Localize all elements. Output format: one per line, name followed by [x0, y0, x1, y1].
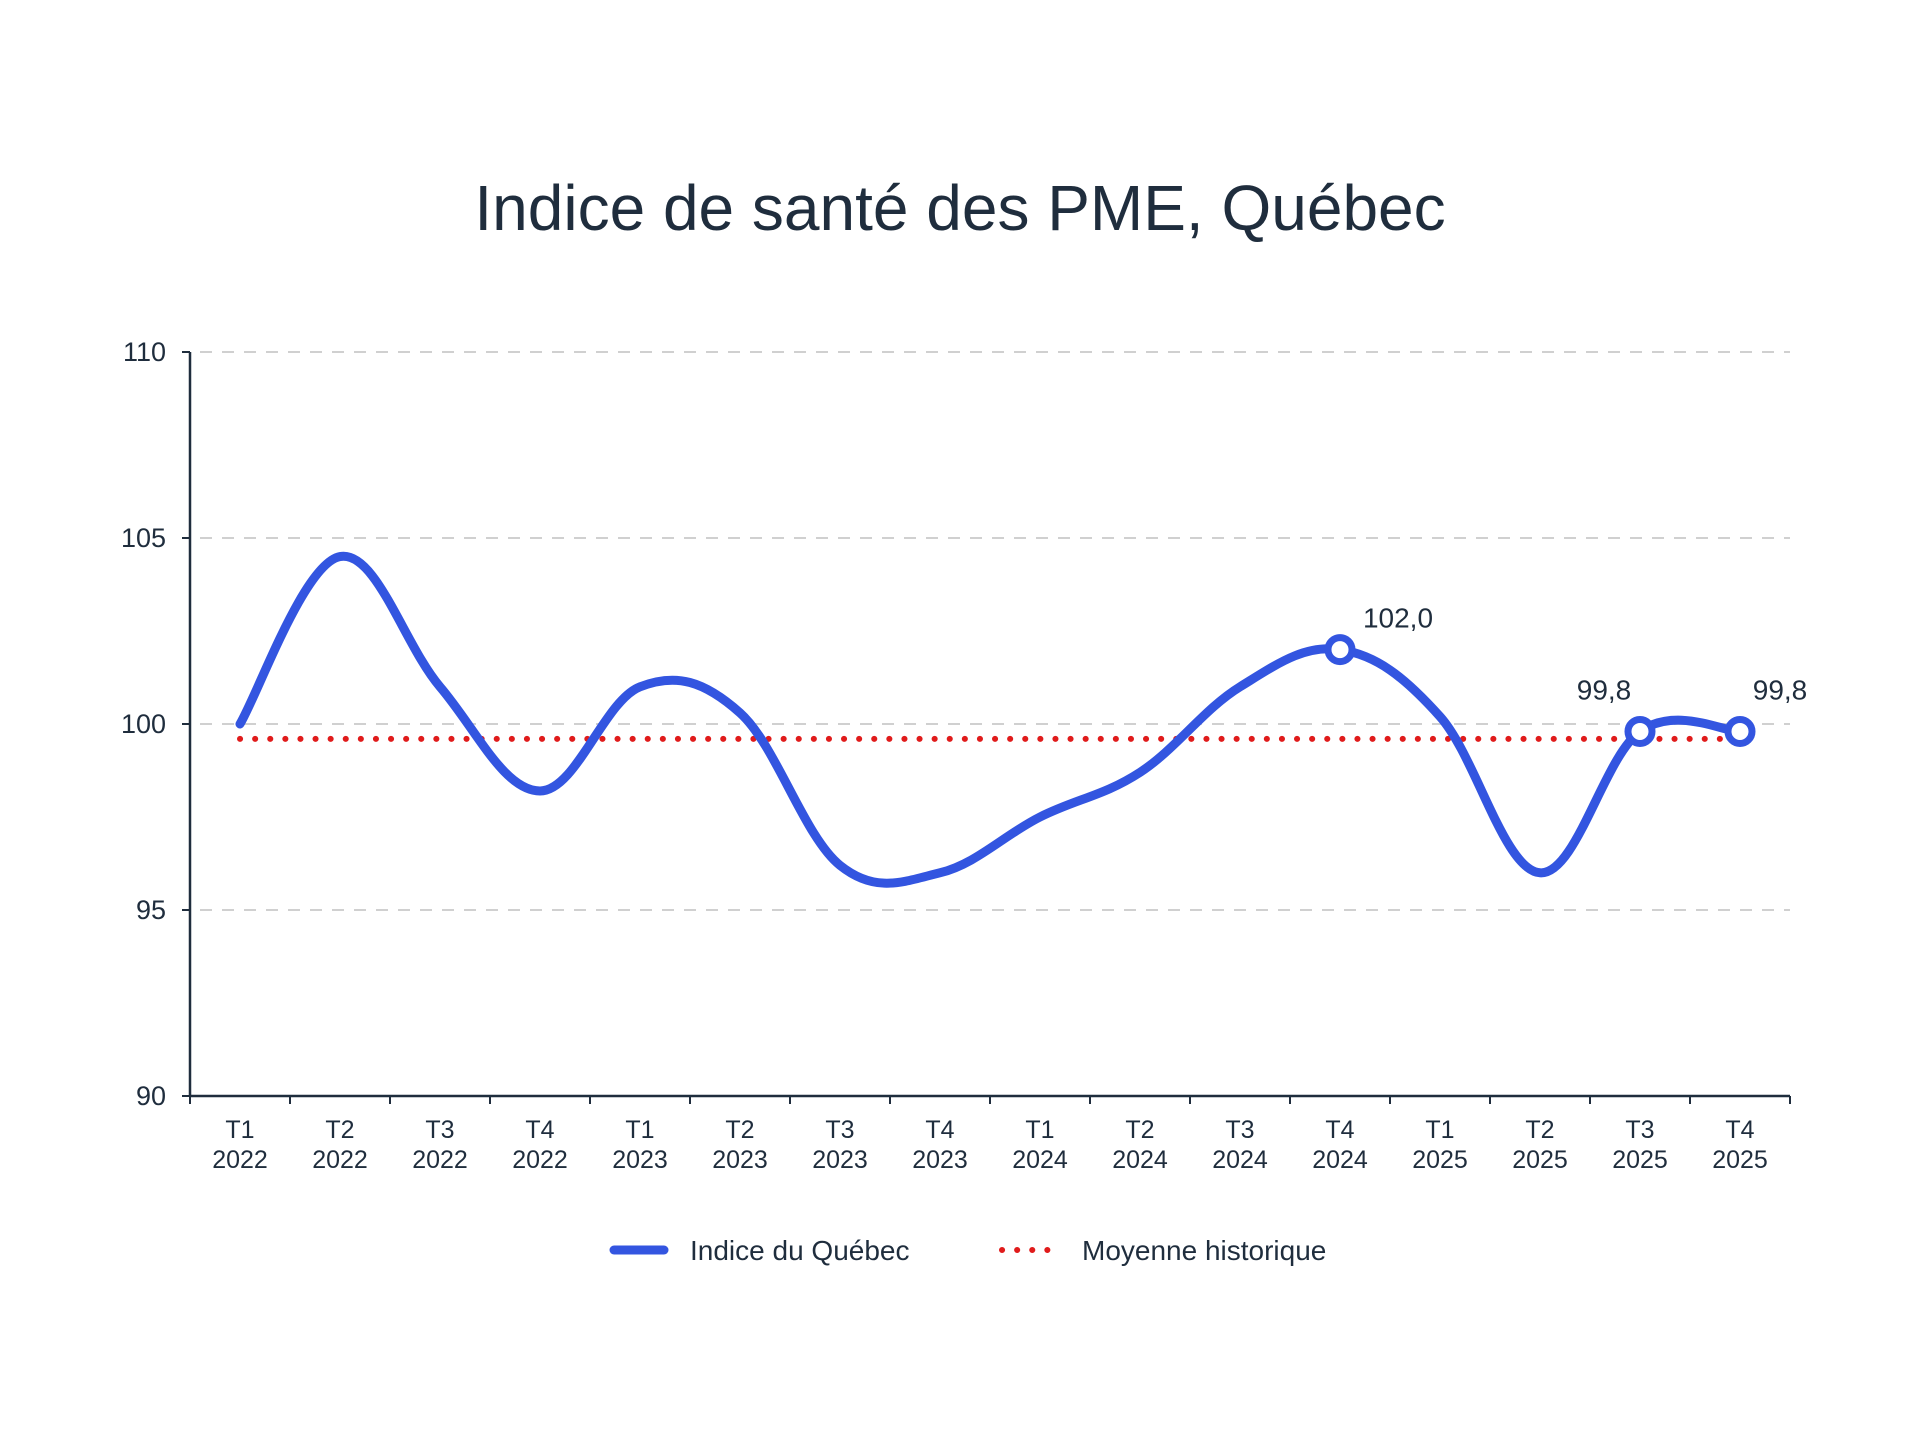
- x-tick-label: T3 2024: [1212, 1116, 1268, 1174]
- x-tick-label: T1 2024: [1012, 1116, 1068, 1174]
- x-tick-label-year: 2025: [1512, 1146, 1568, 1174]
- x-tick-label-year: 2024: [1212, 1146, 1268, 1174]
- x-tick-label-year: 2022: [212, 1146, 268, 1174]
- x-tick-label-year: 2024: [1112, 1146, 1168, 1174]
- y-tick-label: 100: [121, 709, 166, 739]
- data-point-marker: [1624, 715, 1656, 747]
- x-tick-label-quarter: T1: [625, 1116, 654, 1144]
- chart-title: Indice de santé des PME, Québec: [474, 172, 1445, 244]
- x-tick-label: T2 2024: [1112, 1116, 1168, 1174]
- x-tick-label: T4 2025: [1712, 1116, 1768, 1174]
- x-tick-label-year: 2024: [1312, 1146, 1368, 1174]
- x-tick-label-year: 2022: [312, 1146, 368, 1174]
- x-tick-label: T1 2025: [1412, 1116, 1468, 1174]
- x-tick-label-year: 2023: [612, 1146, 668, 1174]
- y-tick-label: 105: [121, 523, 166, 553]
- x-tick-label-year: 2022: [412, 1146, 468, 1174]
- y-tick-label: 90: [136, 1081, 166, 1111]
- x-tick-label: T2 2025: [1512, 1116, 1568, 1174]
- x-tick-label: T4 2024: [1312, 1116, 1368, 1174]
- x-tick-label-quarter: T1: [1025, 1116, 1054, 1144]
- x-tick-label: T4 2023: [912, 1116, 968, 1174]
- x-tick-label-quarter: T4: [525, 1116, 554, 1144]
- x-tick-label: T2 2022: [312, 1116, 368, 1174]
- data-point-marker: [1324, 634, 1356, 666]
- x-tick-label-year: 2025: [1412, 1146, 1468, 1174]
- x-tick-label-quarter: T2: [1525, 1116, 1554, 1144]
- series-group: [235, 552, 1756, 888]
- x-tick-label: T3 2022: [412, 1116, 468, 1174]
- x-tick-label-quarter: T3: [1225, 1116, 1254, 1144]
- x-tick-label-quarter: T3: [825, 1116, 854, 1144]
- data-label: 99,8: [1577, 674, 1632, 705]
- x-tick-label: T4 2022: [512, 1116, 568, 1174]
- x-tick-label-quarter: T1: [225, 1116, 254, 1144]
- x-tick-label: T1 2022: [212, 1116, 268, 1174]
- x-tick-label-quarter: T2: [1125, 1116, 1154, 1144]
- x-tick-label-quarter: T4: [1325, 1116, 1354, 1144]
- series-line-indice-du-quebec: [235, 552, 1745, 888]
- grid-lines: [200, 351, 1790, 911]
- legend-label-moyenne-historique: Moyenne historique: [1082, 1235, 1326, 1266]
- x-tick-label: T2 2023: [712, 1116, 768, 1174]
- data-point-marker: [1724, 715, 1756, 747]
- data-label: 102,0: [1363, 603, 1433, 634]
- legend-label-indice-du-quebec: Indice du Québec: [690, 1235, 910, 1266]
- data-labels: 102,0 99,8 99,8: [1363, 603, 1807, 706]
- x-tick-label-quarter: T4: [925, 1116, 954, 1144]
- x-tick-label-year: 2024: [1012, 1146, 1068, 1174]
- x-tick-label-quarter: T2: [325, 1116, 354, 1144]
- legend: Indice du Québec Moyenne historique: [609, 1235, 1326, 1266]
- x-tick-label: T3 2023: [812, 1116, 868, 1174]
- data-label: 99,8: [1753, 674, 1808, 705]
- x-tick-label-quarter: T1: [1425, 1116, 1454, 1144]
- x-tick-label-year: 2023: [912, 1146, 968, 1174]
- x-tick-label-quarter: T3: [425, 1116, 454, 1144]
- x-tick-label-year: 2022: [512, 1146, 568, 1174]
- y-tick-label: 95: [136, 895, 166, 925]
- x-tick-label-year: 2025: [1712, 1146, 1768, 1174]
- x-tick-label-quarter: T4: [1725, 1116, 1754, 1144]
- x-tick-label-year: 2023: [712, 1146, 768, 1174]
- x-tick-label: T1 2023: [612, 1116, 668, 1174]
- x-tick-label-year: 2025: [1612, 1146, 1668, 1174]
- x-tick-label-year: 2023: [812, 1146, 868, 1174]
- y-tick-label: 110: [123, 337, 166, 367]
- x-tick-label-quarter: T3: [1625, 1116, 1654, 1144]
- x-tick-label-quarter: T2: [725, 1116, 754, 1144]
- x-tick-label: T3 2025: [1612, 1116, 1668, 1174]
